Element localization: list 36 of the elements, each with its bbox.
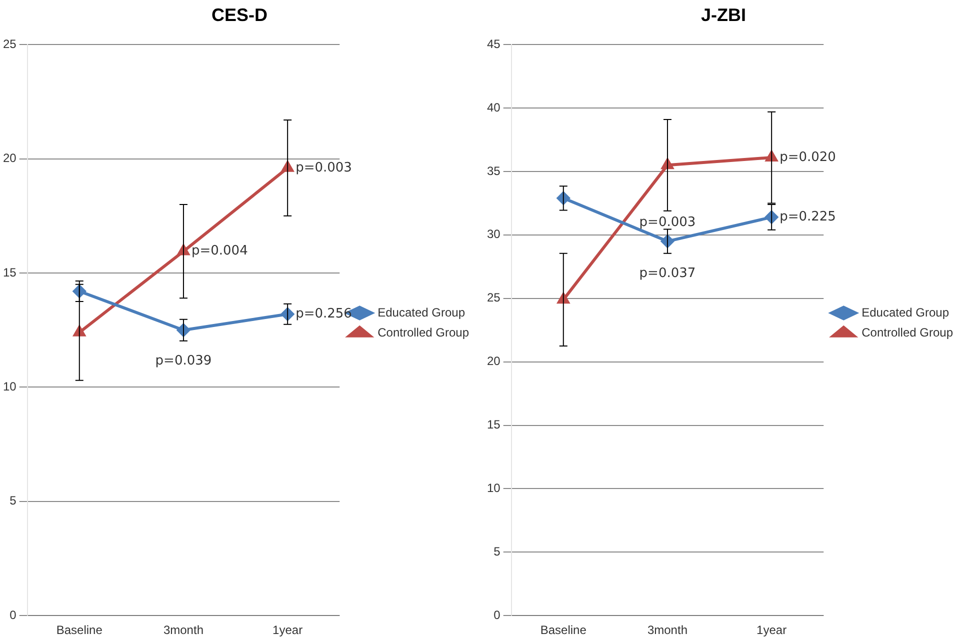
x-tick-label: Baseline [56,623,103,638]
y-tick-label: 25 [486,290,501,305]
y-tick-label: 35 [486,164,501,178]
y-tick-label: 30 [486,227,501,242]
annotation: p=0.003 [639,214,696,230]
chart-title: CES-D [211,4,268,25]
annotation: p=0.003 [296,160,352,176]
y-tick-label: 25 [2,36,17,51]
chart-title: J-ZBI [701,4,746,25]
y-tick-label: 5 [494,544,501,558]
x-tick-label: 3month [163,623,204,638]
legend-label: Controlled Group [862,325,954,340]
legend-label: Educated Group [862,305,950,320]
y-tick-label: 0 [494,608,501,622]
y-tick-label: 20 [2,151,17,166]
x-tick-label: 1year [756,623,787,638]
x-tick-label: 3month [647,623,688,638]
annotation: p=0.004 [191,244,248,259]
y-tick-label: 15 [486,418,501,432]
legend-label: Educated Group [378,305,466,320]
y-tick-label: 10 [2,380,17,394]
y-tick-label: 15 [2,265,17,280]
x-tick-label: Baseline [540,623,587,638]
legend-label: Controlled Group [378,325,470,340]
annotation: p=0.037 [639,266,696,282]
y-tick-label: 40 [486,100,501,114]
annotation: p=0.039 [155,354,212,369]
y-tick-label: 5 [10,494,17,508]
y-tick-label: 0 [10,608,17,622]
y-tick-label: 45 [486,36,501,51]
x-tick-label: 1year [272,623,303,638]
annotation: p=0.256 [296,306,352,322]
annotation: p=0.225 [780,210,836,225]
annotation: p=0.020 [780,150,836,165]
y-tick-label: 20 [486,354,501,368]
y-tick-label: 10 [486,481,501,496]
